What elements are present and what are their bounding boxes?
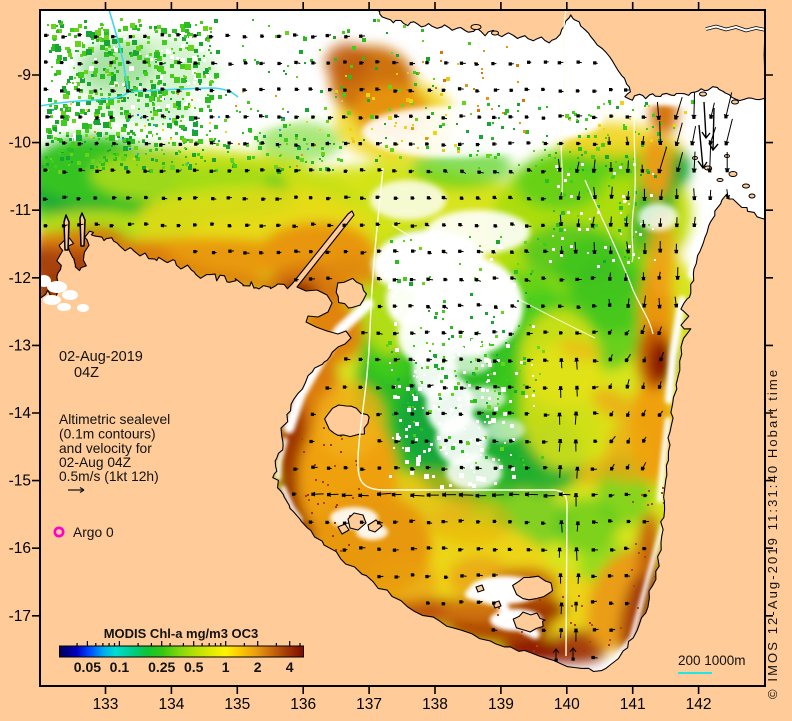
- svg-text:MODIS Chl-a mg/m3 OC3: MODIS Chl-a mg/m3 OC3: [104, 626, 259, 641]
- svg-text:133: 133: [93, 696, 119, 713]
- svg-text:-12: -12: [9, 270, 31, 287]
- svg-text:0.5m/s (1kt 12h): 0.5m/s (1kt 12h): [59, 469, 159, 484]
- svg-text:-13: -13: [9, 337, 31, 354]
- svg-text:134: 134: [158, 696, 184, 713]
- svg-text:Argo 0: Argo 0: [73, 525, 114, 540]
- svg-text:Altimetric sealevel: Altimetric sealevel: [59, 412, 170, 427]
- svg-text:-17: -17: [9, 608, 31, 625]
- svg-text:137: 137: [356, 696, 382, 713]
- svg-text:© IMOS 12-Aug-2019 11:31:40 Ho: © IMOS 12-Aug-2019 11:31:40 Hobart time: [765, 368, 780, 699]
- svg-text:4: 4: [286, 659, 294, 675]
- svg-text:0.1: 0.1: [110, 659, 130, 675]
- svg-text:136: 136: [290, 696, 316, 713]
- svg-text:-16: -16: [9, 540, 31, 557]
- svg-text:02-Aug 04Z: 02-Aug 04Z: [59, 455, 131, 470]
- svg-text:139: 139: [488, 696, 514, 713]
- svg-text:200 1000m: 200 1000m: [678, 653, 746, 668]
- svg-text:2: 2: [254, 659, 262, 675]
- svg-text:140: 140: [554, 696, 580, 713]
- svg-text:0.25: 0.25: [148, 659, 175, 675]
- svg-text:138: 138: [422, 696, 448, 713]
- svg-text:04Z: 04Z: [74, 365, 99, 381]
- svg-text:0.05: 0.05: [74, 659, 101, 675]
- svg-text:and velocity for: and velocity for: [59, 441, 152, 456]
- svg-text:0.5: 0.5: [184, 659, 204, 675]
- svg-text:-9: -9: [17, 67, 31, 84]
- svg-text:02-Aug-2019: 02-Aug-2019: [59, 349, 143, 365]
- svg-text:-14: -14: [9, 405, 32, 422]
- svg-text:-11: -11: [10, 202, 31, 219]
- svg-text:(0.1m contours): (0.1m contours): [59, 427, 156, 442]
- svg-text:135: 135: [224, 696, 250, 713]
- svg-text:1: 1: [222, 659, 230, 675]
- svg-text:-15: -15: [9, 473, 31, 490]
- svg-text:-10: -10: [9, 135, 32, 152]
- svg-text:142: 142: [686, 696, 712, 713]
- svg-text:141: 141: [620, 696, 646, 713]
